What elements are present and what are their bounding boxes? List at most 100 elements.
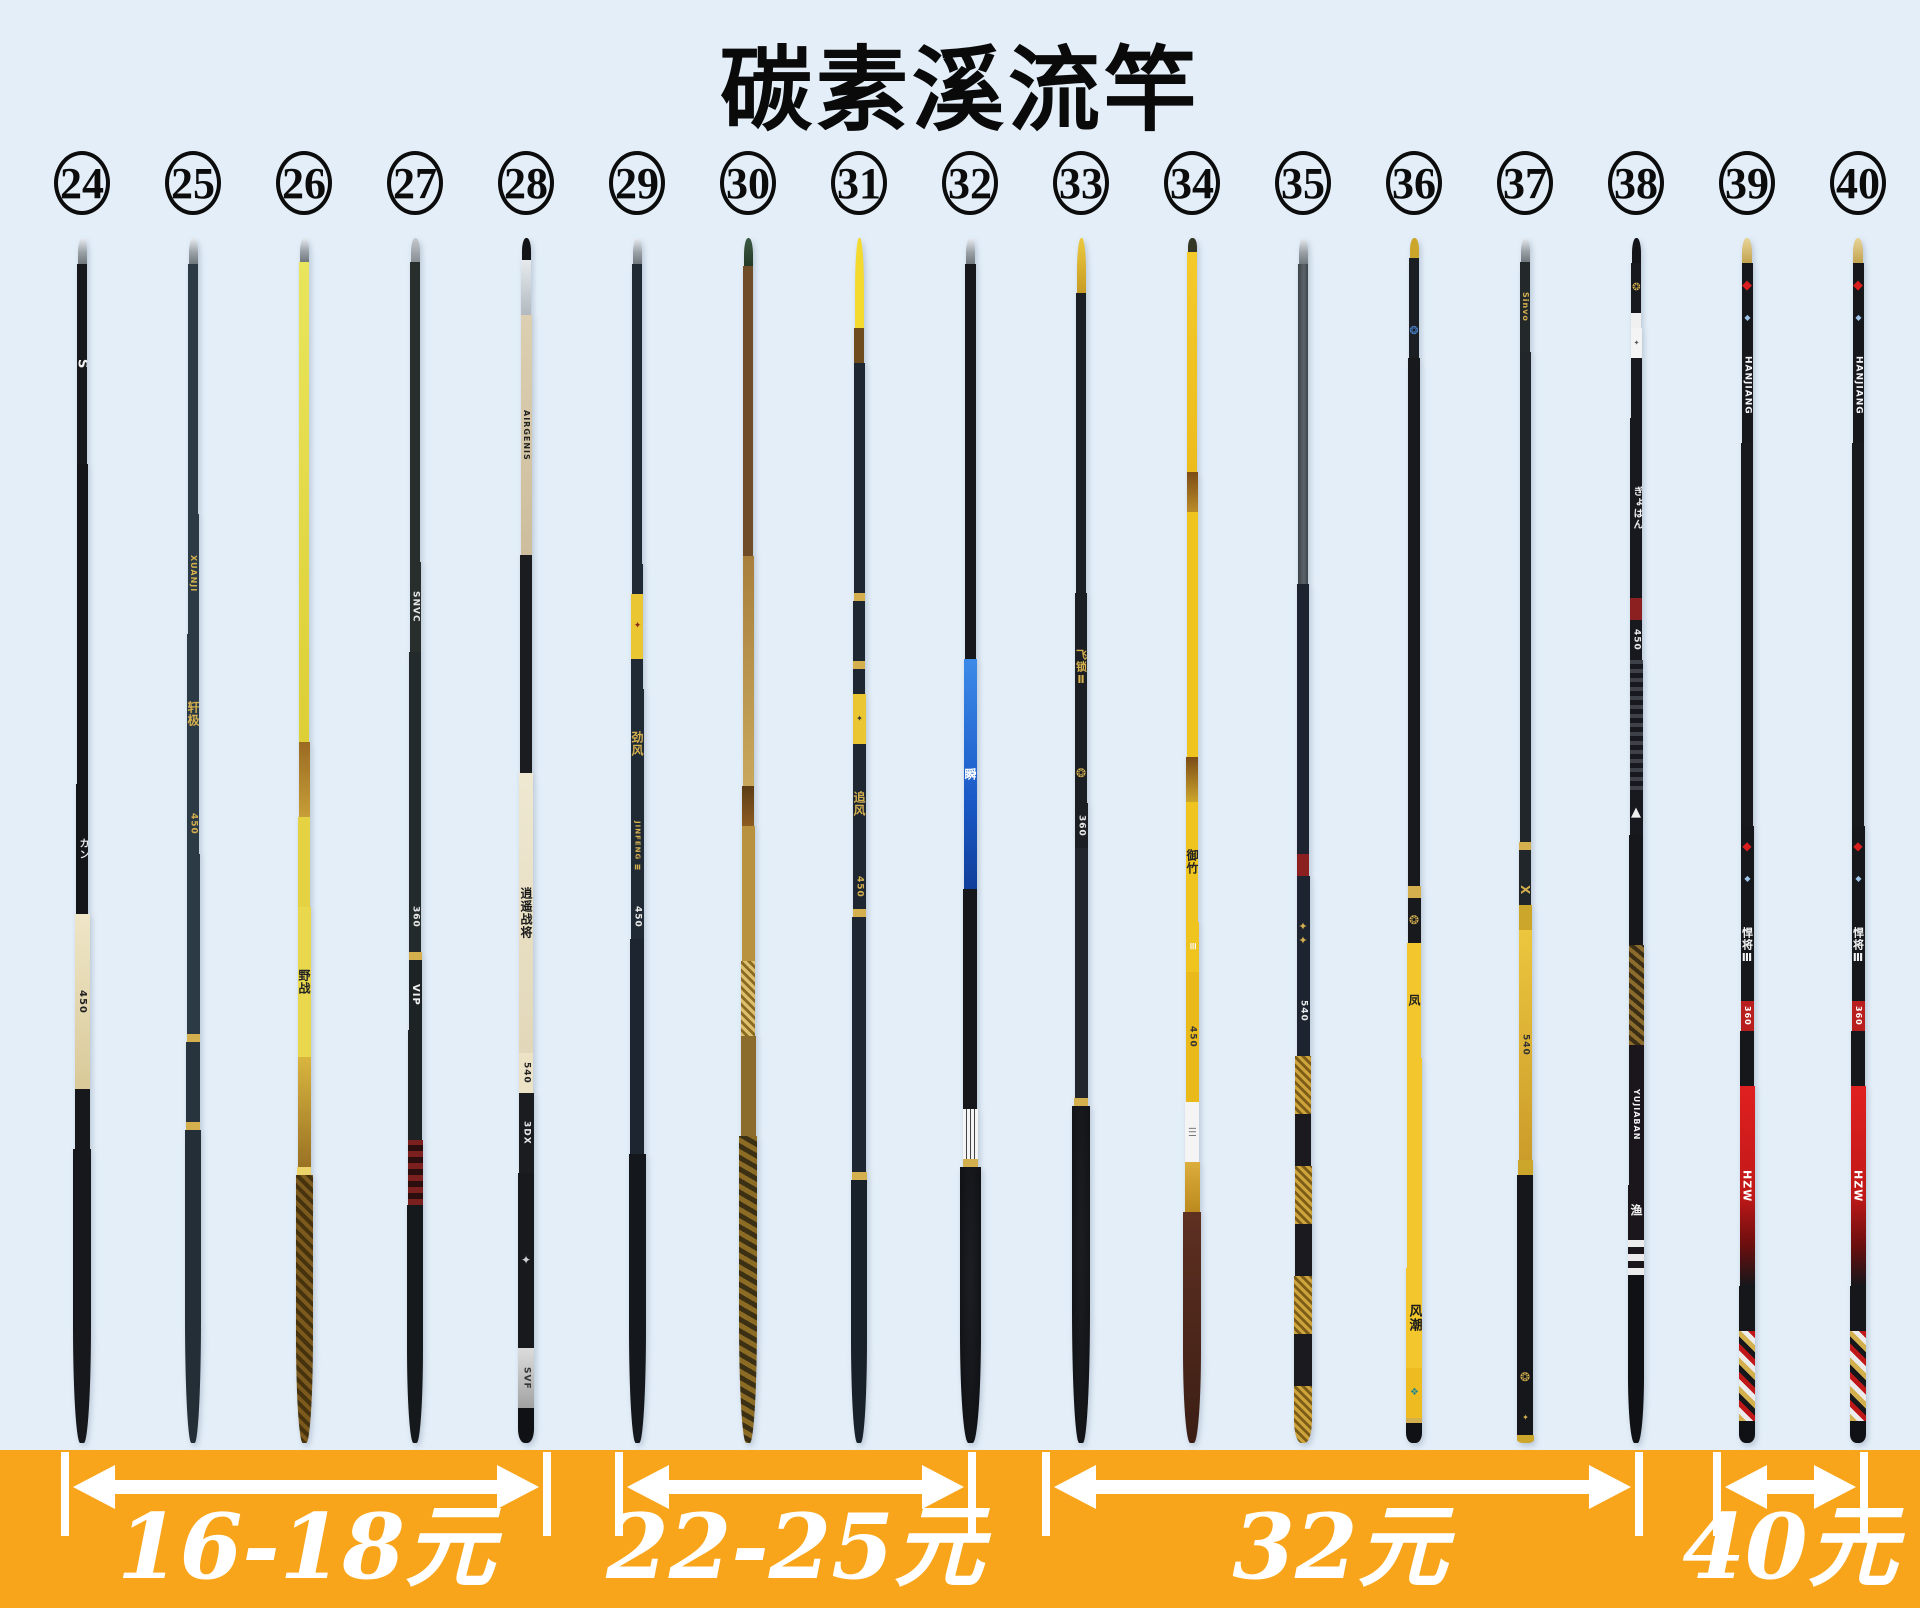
price-tick-end-2 (1635, 1452, 1643, 1536)
rod-39-label-6: ◆ (1743, 873, 1752, 884)
rod-29-segment-4 (631, 659, 643, 689)
rod-29-segment-3: ✦ (631, 594, 643, 659)
rod-number-40: 40 (1830, 151, 1886, 215)
rod-35-label-5: 540 (1298, 1000, 1309, 1022)
rod-40-label-5: ◆ (1851, 838, 1865, 854)
rod-29: ✦ 劲风 JINFENG Ⅲ 450 (624, 238, 650, 1443)
rod-36: ❂ ❂ 凤风潮 ❖ (1401, 238, 1427, 1443)
rod-39-segment-9 (1740, 1031, 1754, 1086)
price-tick-start-0 (61, 1452, 69, 1536)
price-tick-start-3 (1713, 1452, 1721, 1536)
rod-33-segment-1 (1076, 293, 1086, 593)
rod-37-label-7: 540 (1520, 1034, 1531, 1056)
rod-32-segment-0 (965, 238, 975, 264)
rod-38-label-5: ぎょはん (1631, 486, 1642, 530)
rod-34: 御竹 ≡ 450 ||| (1179, 238, 1205, 1443)
rod-number-29: 29 (609, 151, 665, 215)
rod-28-segment-2: AIRGENIS (520, 315, 532, 555)
rod-31-label-8: 追风 (852, 791, 866, 817)
rod-33-segment-6 (1074, 1098, 1088, 1106)
rod-number-33: 33 (1053, 151, 1109, 215)
rod-33-segment-7 (1072, 1106, 1090, 1443)
rod-27-segment-6: VIP (408, 960, 422, 1030)
rod-33-segment-4: 360 (1074, 803, 1088, 848)
rod-25-segment-5 (186, 854, 200, 1034)
rod-30-segment-1 (743, 266, 753, 556)
rod-number-28: 28 (498, 151, 554, 215)
rod-39-segment-10: HZW (1739, 1086, 1755, 1286)
rod-37-segment-2 (1519, 352, 1531, 842)
rod-36-segment-6: 凤 (1407, 943, 1421, 1058)
rod-37-segment-0 (1520, 238, 1530, 262)
rod-28-segment-0 (521, 238, 531, 260)
rod-36-label-6: 凤 (1407, 994, 1421, 1007)
rod-39-segment-5: ◆ (1740, 826, 1754, 866)
rod-32-segment-2: 瞬 (963, 659, 977, 889)
rod-number-35: 35 (1275, 151, 1331, 215)
rod-33-label-4: 360 (1076, 814, 1087, 837)
arrow-left-icon (627, 1465, 669, 1509)
rod-31-segment-1 (854, 328, 864, 363)
rod-25-segment-7 (186, 1042, 200, 1122)
rod-38-segment-9: ▲ (1629, 790, 1643, 835)
rod-24-segment-0 (77, 238, 87, 264)
rod-25-segment-1 (188, 264, 198, 514)
rod-35-segment-13 (1294, 1386, 1312, 1443)
arrow-right-icon (922, 1465, 964, 1509)
rod-40-segment-10: HZW (1850, 1086, 1866, 1286)
rod-40-segment-13 (1850, 1421, 1866, 1443)
rod-28-segment-1 (521, 260, 531, 315)
price-tick-end-1 (968, 1452, 976, 1536)
rod-38-segment-12: YUJIABAN (1628, 1045, 1644, 1185)
rod-40-segment-9 (1851, 1031, 1865, 1086)
rod-36-label-8: 风潮 (1406, 1304, 1422, 1332)
rod-32-label-2: 瞬 (963, 767, 977, 781)
rod-25-segment-8 (186, 1122, 200, 1130)
rod-29-label-7: 450 (632, 905, 643, 928)
arrow-right-icon (497, 1465, 539, 1509)
rod-24-segment-5 (74, 1089, 90, 1149)
rod-36-segment-2: ❂ (1409, 303, 1419, 358)
rod-38-segment-8 (1629, 660, 1643, 790)
rod-number-37: 37 (1497, 151, 1553, 215)
rod-number-25: 25 (165, 151, 221, 215)
rod-26: 野战 (291, 238, 317, 1443)
rod-28-segment-7: ✦ (518, 1173, 534, 1348)
rod-33-segment-3: ❂ (1075, 743, 1087, 803)
rod-29-segment-7: 450 (630, 894, 644, 939)
rod-27-segment-0 (410, 238, 420, 262)
rod-37-segment-5: X (1519, 875, 1531, 905)
rod-number-31: 31 (831, 151, 887, 215)
rod-36-segment-7 (1406, 1058, 1422, 1268)
arrow-right-icon (1589, 1465, 1631, 1509)
rod-number-24: 24 (54, 151, 110, 215)
rod-34-segment-10 (1183, 1212, 1201, 1443)
rod-40-segment-6: ◆ (1851, 866, 1865, 891)
rod-35-segment-7 (1295, 1056, 1311, 1114)
rod-39: ◆ ◆ HANJIANG ◆ ◆ 悍将Ⅲ 360 HZW (1734, 238, 1760, 1443)
price-label-2: 32元 (1232, 1494, 1448, 1600)
rod-number-38: 38 (1608, 151, 1664, 215)
rod-34-segment-6: ≡ (1185, 922, 1199, 972)
rod-40-segment-12 (1850, 1331, 1866, 1421)
rod-38-segment-14 (1628, 1235, 1644, 1275)
rod-26-segment-2 (298, 742, 310, 817)
rod-29-label-5: 劲风 (630, 731, 644, 757)
rod-28-label-4: 逍遥战将 (519, 887, 533, 939)
rod-31-segment-7: ✦ (852, 694, 866, 744)
rod-27-label-6: VIP (410, 984, 421, 1006)
rod-39-label-5: ◆ (1740, 838, 1754, 854)
rod-29-segment-9 (628, 1154, 646, 1443)
arrow-left-icon (73, 1465, 115, 1509)
rod-35-label-4: ✦✦ (1296, 919, 1310, 948)
rod-28-segment-3 (520, 555, 532, 773)
rod-39-segment-12 (1739, 1331, 1755, 1421)
rod-30 (735, 238, 761, 1443)
rod-38-segment-2 (1631, 313, 1641, 328)
rod-36-segment-0 (1409, 238, 1419, 258)
rod-39-label-8: 360 (1743, 1006, 1752, 1026)
arrow-shaft-3 (1761, 1480, 1820, 1494)
rod-31-label-9: 450 (854, 875, 865, 898)
rod-27-segment-5 (408, 952, 422, 960)
rod-38-label-12: YUJIABAN (1632, 1089, 1641, 1141)
